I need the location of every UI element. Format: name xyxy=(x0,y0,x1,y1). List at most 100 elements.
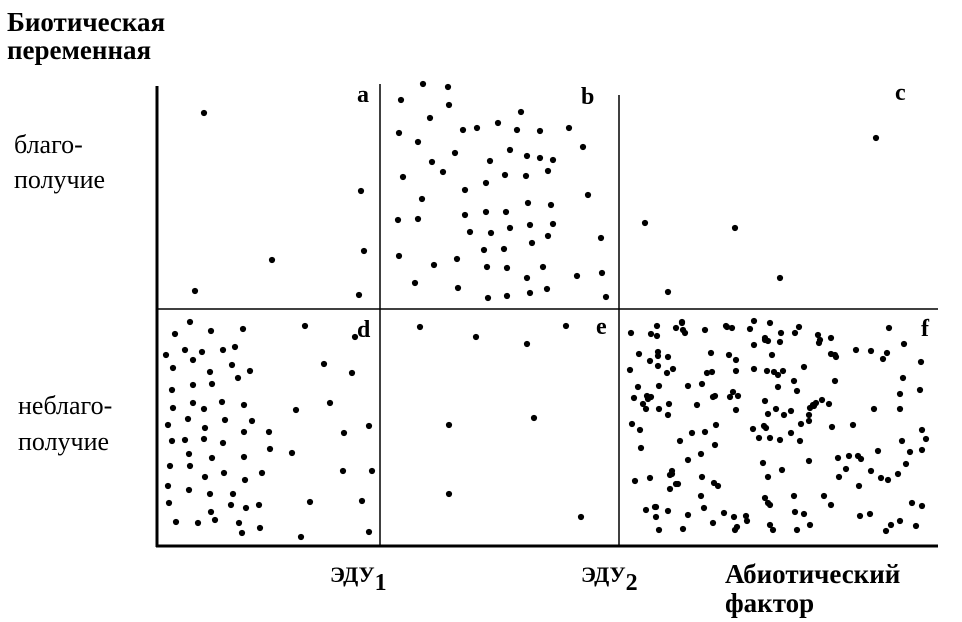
dot-quadrant-f xyxy=(698,473,706,481)
dot-quadrant-f xyxy=(828,423,836,431)
dot-quadrant-f xyxy=(703,369,711,377)
dot-quadrant-d xyxy=(201,473,209,481)
dot-quadrant-d xyxy=(239,325,247,333)
dot-quadrant-f xyxy=(849,421,857,429)
dot-quadrant-c xyxy=(664,288,672,296)
x-axis-title-line-2: фактор xyxy=(725,588,814,618)
dot-quadrant-d xyxy=(186,462,194,470)
dot-quadrant-d xyxy=(200,435,208,443)
dot-quadrant-f xyxy=(637,444,645,452)
y-axis-title: Биотическая переменная xyxy=(7,7,172,65)
dot-quadrant-b xyxy=(451,149,459,157)
dot-quadrant-f xyxy=(732,356,740,364)
dot-quadrant-f xyxy=(631,477,639,485)
dot-quadrant-f xyxy=(790,492,798,500)
dot-quadrant-f xyxy=(710,479,718,487)
dot-quadrant-d xyxy=(189,399,197,407)
dot-quadrant-a xyxy=(355,291,363,299)
dot-quadrant-d xyxy=(365,422,373,430)
scatter-dots xyxy=(162,80,930,541)
dot-quadrant-f xyxy=(795,323,803,331)
row-label-ill-being: неблаго- получие xyxy=(18,391,119,456)
dot-quadrant-b xyxy=(565,124,573,132)
dot-quadrant-f xyxy=(867,467,875,475)
dot-quadrant-d xyxy=(235,519,243,527)
dot-quadrant-f xyxy=(831,377,839,385)
dot-quadrant-b xyxy=(524,199,532,207)
dot-quadrant-f xyxy=(854,452,862,460)
dot-quadrant-b xyxy=(394,216,402,224)
dot-quadrant-f xyxy=(651,503,659,511)
dot-quadrant-d xyxy=(231,343,239,351)
dot-quadrant-f xyxy=(730,513,738,521)
dot-quadrant-d xyxy=(171,330,179,338)
dot-quadrant-f xyxy=(672,480,680,488)
row-label-ill-being-line-2: получие xyxy=(18,427,109,456)
dot-quadrant-f xyxy=(627,329,635,337)
dot-quadrant-f xyxy=(805,411,813,419)
dot-quadrant-d xyxy=(365,528,373,536)
dot-quadrant-b xyxy=(522,172,530,180)
dot-quadrant-f xyxy=(866,510,874,518)
dot-quadrant-f xyxy=(793,526,801,534)
dot-quadrant-d xyxy=(240,428,248,436)
dot-quadrant-d xyxy=(211,516,219,524)
dot-quadrant-d xyxy=(368,467,376,475)
dot-quadrant-a xyxy=(200,109,208,117)
dot-quadrant-f xyxy=(655,526,663,534)
dot-quadrant-b xyxy=(523,274,531,282)
row-label-ill-being-line-1: неблаго- xyxy=(18,391,112,420)
dot-quadrant-f xyxy=(856,512,864,520)
dot-quadrant-b xyxy=(503,292,511,300)
dot-quadrant-f xyxy=(769,526,777,534)
dot-quadrant-f xyxy=(918,502,926,510)
dot-quadrant-f xyxy=(679,525,687,533)
dot-quadrant-f xyxy=(664,411,672,419)
dot-quadrant-f xyxy=(887,521,895,529)
dot-quadrant-f xyxy=(780,411,788,419)
dot-quadrant-b xyxy=(549,156,557,164)
dot-quadrant-f xyxy=(790,377,798,385)
dot-quadrant-d xyxy=(194,519,202,527)
quadrant-letter-d: d xyxy=(357,317,371,343)
dot-quadrant-f xyxy=(678,319,686,327)
dot-quadrant-d xyxy=(219,439,227,447)
dot-quadrant-f xyxy=(793,387,801,395)
dot-quadrant-f xyxy=(726,393,734,401)
dot-quadrant-f xyxy=(666,485,674,493)
dot-quadrant-b xyxy=(502,208,510,216)
dot-quadrant-b xyxy=(486,157,494,165)
dot-quadrant-d xyxy=(255,501,263,509)
dot-quadrant-b xyxy=(584,191,592,199)
dot-quadrant-e xyxy=(445,490,453,498)
dot-quadrant-d xyxy=(229,490,237,498)
dot-quadrant-f xyxy=(655,405,663,413)
dot-quadrant-b xyxy=(544,167,552,175)
quadrant-letter-f: f xyxy=(921,316,930,342)
dot-quadrant-f xyxy=(842,465,850,473)
dot-quadrant-f xyxy=(806,521,814,529)
dot-quadrant-f xyxy=(646,357,654,365)
dot-quadrant-f xyxy=(820,492,828,500)
dot-quadrant-f xyxy=(720,509,728,517)
dot-quadrant-b xyxy=(539,263,547,271)
dot-quadrant-f xyxy=(760,422,768,430)
dot-quadrant-f xyxy=(729,388,737,396)
dot-quadrant-b xyxy=(506,146,514,154)
dot-quadrant-b xyxy=(466,228,474,236)
dot-quadrant-b xyxy=(482,208,490,216)
dot-quadrant-f xyxy=(774,383,782,391)
dot-quadrant-d xyxy=(181,436,189,444)
dot-quadrant-f xyxy=(639,400,647,408)
dot-quadrant-f xyxy=(732,367,740,375)
dot-quadrant-b xyxy=(503,264,511,272)
dot-quadrant-f xyxy=(711,392,719,400)
dot-quadrant-c xyxy=(641,219,649,227)
dot-quadrant-f xyxy=(743,517,751,525)
dot-quadrant-b xyxy=(483,263,491,271)
dot-quadrant-b xyxy=(506,224,514,232)
dot-quadrant-f xyxy=(654,362,662,370)
dot-quadrant-d xyxy=(339,467,347,475)
row-label-wellbeing: благо- получие xyxy=(14,130,105,194)
dot-quadrant-f xyxy=(755,434,763,442)
